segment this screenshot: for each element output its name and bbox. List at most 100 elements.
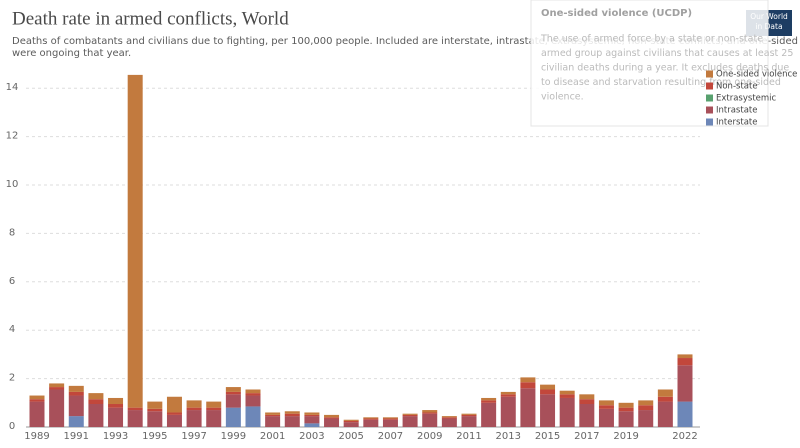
bar-segment (225, 387, 241, 392)
bar-segment (481, 397, 497, 401)
bar-segment (245, 395, 261, 407)
bar-segment (520, 377, 536, 383)
bar-segment (481, 402, 497, 427)
x-tick-label: 2022 (672, 431, 697, 442)
x-tick-label: 2015 (535, 431, 560, 442)
chart-title: Death rate in armed conflicts, World (12, 8, 289, 29)
bar-segment (382, 419, 398, 427)
bar-segment (402, 414, 418, 417)
bar-segment (343, 419, 359, 421)
bar-segment (638, 410, 654, 427)
tooltip-text: violence. (541, 92, 584, 103)
subtitle: were ongoing that year. (12, 48, 131, 59)
legend-swatch (706, 106, 713, 114)
bar-segment (441, 418, 457, 427)
bar-segment (559, 390, 575, 395)
bar-segment (49, 389, 65, 427)
bar-segment (657, 401, 673, 427)
tooltip-title: One-sided violence (UCDP) (541, 8, 692, 19)
bar-segment (265, 412, 281, 415)
bar-segment (304, 423, 320, 427)
bar-segment (284, 416, 300, 427)
bar-segment (284, 411, 300, 414)
bar-segment (540, 389, 556, 395)
bar-segment (186, 407, 202, 411)
bar-segment (88, 399, 104, 405)
bar-segment (265, 416, 281, 427)
y-tick-label: 4 (9, 324, 15, 335)
bar-segment (677, 358, 693, 366)
x-tick-label: 2005 (338, 431, 363, 442)
bar-segment (206, 410, 222, 427)
bar-segment (677, 401, 693, 427)
bar-segment (598, 400, 614, 406)
bar-segment (598, 408, 614, 427)
bar-segment (324, 414, 340, 418)
bar-segment (108, 397, 124, 405)
y-tick-label: 2 (9, 373, 15, 384)
legend-label: Interstate (716, 118, 757, 128)
bar-segment (88, 393, 104, 400)
bar-segment (382, 417, 398, 419)
logo-text: Our World (750, 12, 788, 21)
bar-segment (363, 417, 379, 419)
x-tick-label: 1997 (181, 431, 206, 442)
bar-segment (363, 418, 379, 420)
x-tick-label: 1993 (103, 431, 128, 442)
bar-segment (657, 396, 673, 402)
bar-segment (481, 400, 497, 403)
tooltip-text: armed group against civilians that cause… (541, 48, 793, 59)
bar-segment (166, 414, 182, 427)
bar-segment (441, 416, 457, 418)
y-tick-label: 6 (9, 276, 15, 287)
bar-segment (324, 418, 340, 427)
plot: 0 2 4 6 8 10 12 14 1989 1991 1993 1995 1997 1999 2001 2… (6, 74, 700, 442)
bar-segment (147, 411, 163, 427)
bar-segment (108, 407, 124, 427)
bar-segment (579, 404, 595, 427)
bar-segment (206, 407, 222, 411)
subtitle: Deaths of combatants and civilians due t… (12, 36, 800, 47)
x-tick-label: 1995 (142, 431, 167, 442)
legend: Interstate Intrastate Extrasystemic Non-sta… (706, 70, 797, 128)
bar-segment (520, 388, 536, 427)
bar-segment (559, 394, 575, 398)
bar-segment (540, 384, 556, 390)
x-tick-label: 2007 (378, 431, 403, 442)
legend-label: One-sided violence (716, 70, 797, 80)
bar-segment (363, 419, 379, 427)
tooltip-box (530, 0, 769, 127)
bar-segment (520, 382, 536, 389)
bar-segment (225, 407, 241, 427)
bar-segment (29, 395, 45, 400)
bar-segment (29, 401, 45, 427)
bar-segment (500, 394, 516, 397)
bar-segment (618, 411, 634, 427)
bar-segment (245, 393, 261, 396)
bar-segment (343, 420, 359, 423)
bar-segment (618, 407, 634, 412)
tooltip-text: civilian deaths during a year. It exclud… (541, 63, 789, 74)
bar-segment (382, 418, 398, 420)
bar-segment (324, 417, 340, 419)
bar-segment (461, 413, 477, 415)
y-tick-label: 8 (9, 227, 15, 238)
bar-segment (186, 400, 202, 408)
bar-segment (638, 400, 654, 406)
x-tick-label: 2019 (613, 431, 638, 442)
bar-segment (461, 414, 477, 417)
bar-segment (225, 391, 241, 395)
bar-segment (68, 385, 84, 392)
bar-segment (579, 394, 595, 400)
legend-label: Intrastate (716, 106, 757, 116)
bar-segment (559, 397, 575, 427)
bar-segment (147, 408, 163, 412)
bar-segment (422, 413, 438, 427)
bar-segment (68, 391, 84, 396)
bar-segment (500, 391, 516, 395)
bar-segment (49, 387, 65, 390)
bar-segment (206, 401, 222, 408)
bar-segment (68, 416, 84, 427)
